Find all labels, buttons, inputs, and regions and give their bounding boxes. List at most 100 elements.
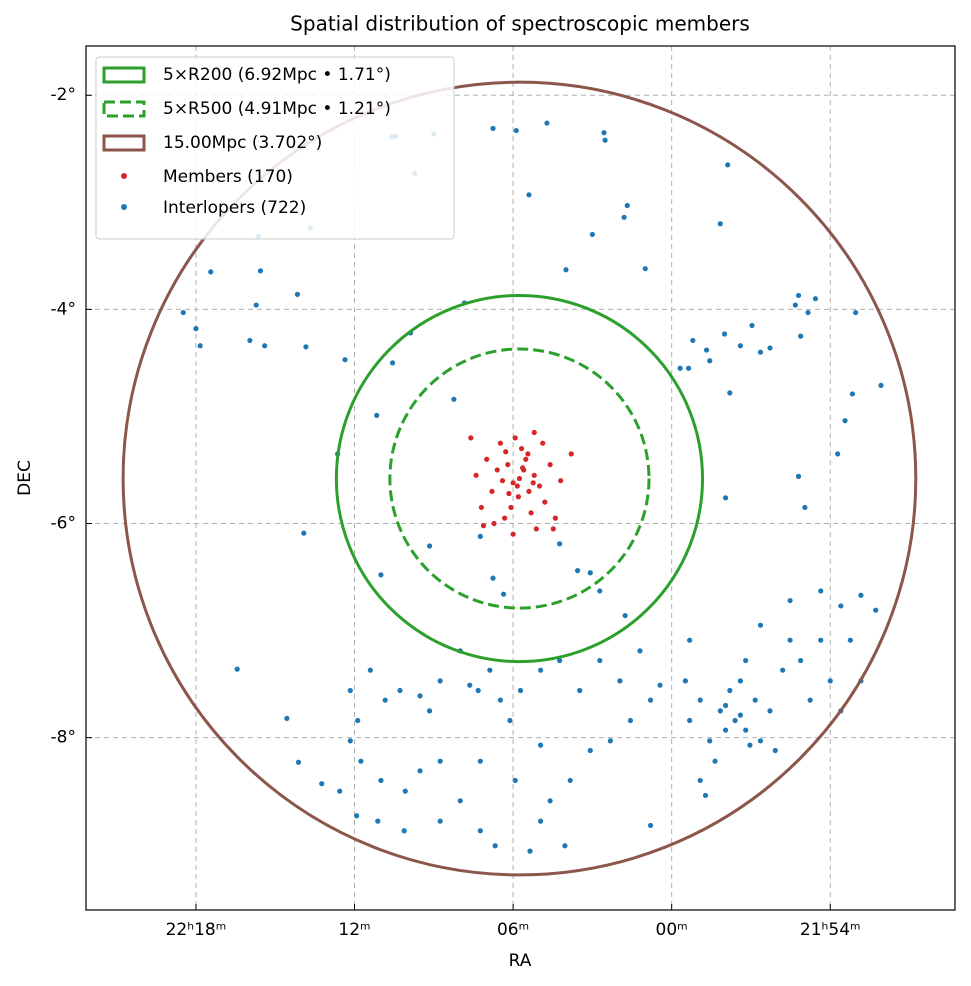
axes-frame [85, 45, 956, 911]
point [475, 687, 481, 694]
point [617, 678, 623, 684]
point [526, 192, 532, 198]
point [508, 504, 514, 511]
point [727, 390, 733, 396]
point [497, 697, 504, 703]
point [234, 666, 240, 672]
x-tick-label: 12ᵐ [338, 920, 370, 940]
point [687, 717, 693, 724]
point [827, 678, 833, 684]
y-tick-label: -6° [51, 514, 76, 534]
point [727, 687, 733, 694]
point [690, 337, 696, 344]
y-tick-label: -8° [51, 728, 76, 748]
point [417, 768, 423, 774]
point [722, 727, 729, 733]
point [342, 357, 348, 363]
x-axis-label: RA [509, 951, 532, 971]
point [526, 488, 532, 494]
point [516, 475, 523, 482]
point [818, 637, 824, 643]
legend-swatch [102, 134, 146, 152]
point [527, 848, 533, 854]
point [417, 693, 423, 699]
radius-circle [388, 347, 651, 610]
point [514, 483, 520, 489]
point [484, 456, 490, 462]
point [757, 349, 764, 355]
point [500, 591, 507, 597]
point [208, 269, 214, 275]
point [480, 523, 487, 529]
point [601, 130, 607, 136]
point [477, 758, 483, 764]
point [787, 597, 793, 604]
point [490, 575, 496, 581]
legend: 5×R200 (6.92Mpc • 1.71°) 5×R500 (4.91Mpc … [95, 56, 455, 240]
x-tick-label: 06ᵐ [497, 920, 529, 940]
point [505, 462, 511, 468]
point [180, 309, 186, 316]
y-tick-label: -4° [51, 299, 76, 319]
point [477, 828, 483, 834]
point [847, 637, 853, 643]
point [401, 828, 407, 834]
point [523, 456, 529, 462]
point [842, 418, 848, 424]
point [574, 568, 581, 574]
point [621, 214, 627, 220]
point [347, 738, 353, 744]
point [647, 697, 654, 703]
point [743, 727, 749, 733]
point [624, 202, 630, 209]
point [722, 702, 729, 709]
point [510, 480, 516, 486]
point [749, 322, 755, 329]
point [497, 440, 504, 446]
point [587, 747, 593, 754]
point [531, 429, 537, 436]
point [478, 504, 484, 511]
point [707, 738, 713, 744]
point [562, 843, 568, 849]
point [557, 657, 563, 664]
point [426, 543, 433, 549]
point [347, 687, 353, 694]
point [767, 345, 773, 351]
legend-label: Members (170) [163, 167, 293, 187]
point [577, 687, 583, 694]
point [737, 678, 743, 684]
point [489, 488, 495, 494]
point [780, 667, 786, 673]
point [725, 162, 731, 168]
point [257, 268, 264, 274]
point [722, 495, 729, 501]
point [513, 127, 519, 134]
point [703, 347, 710, 353]
point [767, 708, 773, 714]
point [295, 759, 302, 765]
point [757, 738, 764, 744]
point [607, 738, 613, 744]
point [795, 473, 802, 479]
point [253, 302, 259, 308]
point [389, 360, 396, 366]
point [682, 678, 689, 684]
point [303, 344, 309, 350]
point [702, 792, 709, 799]
point [685, 365, 692, 371]
point [319, 781, 325, 787]
point [457, 798, 463, 804]
point [743, 657, 749, 664]
legend-label: Interlopers (722) [163, 198, 306, 218]
y-tick-label: -2° [51, 85, 76, 105]
point [503, 449, 509, 455]
point [375, 818, 381, 824]
point [547, 462, 553, 468]
point [647, 822, 654, 829]
point [550, 526, 556, 532]
legend-label: 15.00Mpc (3.702°) [163, 133, 322, 153]
point [853, 309, 859, 316]
point [397, 687, 403, 694]
